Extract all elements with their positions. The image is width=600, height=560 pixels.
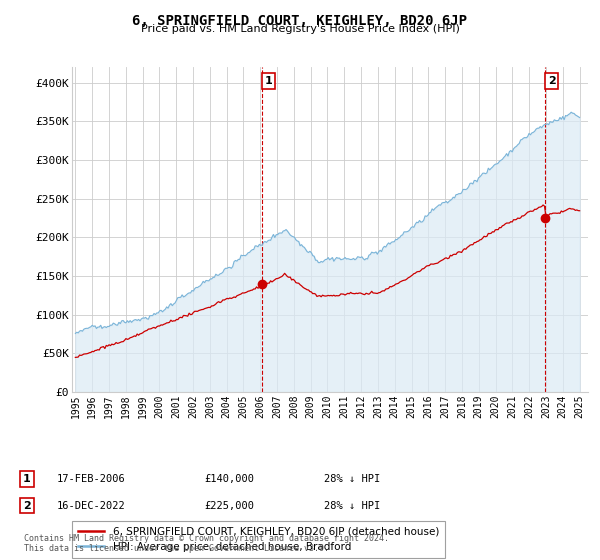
Text: 1: 1 [23,474,31,484]
Legend: 6, SPRINGFIELD COURT, KEIGHLEY, BD20 6JP (detached house), HPI: Average price, d: 6, SPRINGFIELD COURT, KEIGHLEY, BD20 6JP… [72,521,445,558]
Text: 28% ↓ HPI: 28% ↓ HPI [324,474,380,484]
Text: 6, SPRINGFIELD COURT, KEIGHLEY, BD20 6JP: 6, SPRINGFIELD COURT, KEIGHLEY, BD20 6JP [133,14,467,28]
Text: 1: 1 [265,76,273,86]
Text: Price paid vs. HM Land Registry's House Price Index (HPI): Price paid vs. HM Land Registry's House … [140,24,460,34]
Text: £225,000: £225,000 [204,501,254,511]
Text: 16-DEC-2022: 16-DEC-2022 [57,501,126,511]
Text: £140,000: £140,000 [204,474,254,484]
Text: 17-FEB-2006: 17-FEB-2006 [57,474,126,484]
Text: Contains HM Land Registry data © Crown copyright and database right 2024.
This d: Contains HM Land Registry data © Crown c… [24,534,389,553]
Text: 28% ↓ HPI: 28% ↓ HPI [324,501,380,511]
Text: 2: 2 [23,501,31,511]
Text: 2: 2 [548,76,556,86]
